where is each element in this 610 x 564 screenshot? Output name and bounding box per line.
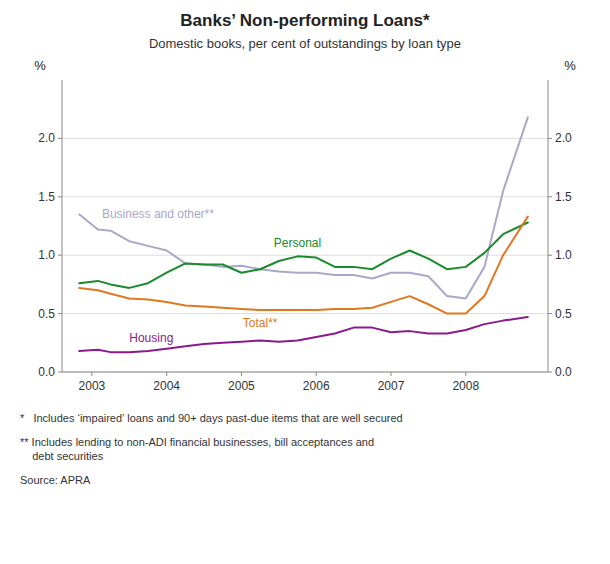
y-tick: [58, 313, 62, 314]
y-tick: [58, 255, 62, 256]
x-tick: [465, 372, 466, 376]
grid-line: [62, 138, 548, 139]
y2-tick-label: 0.0: [555, 365, 572, 379]
x-tick-label: 2005: [228, 379, 255, 393]
series-lines: [79, 117, 528, 352]
y-tick-label: 0.0: [38, 365, 55, 379]
x-tick-label: 2008: [452, 379, 479, 393]
x-tick: [390, 372, 391, 376]
y-axis-line: [62, 80, 63, 372]
series-labels: Business and other** Personal Total** Housi…: [102, 207, 321, 346]
footnote-line: Source: APRA: [20, 474, 91, 486]
y-tick-label: 0.5: [38, 307, 55, 321]
y-tick-label: 2.0: [38, 131, 55, 145]
y2-tick: [548, 313, 552, 314]
footnotes: * Includes ‘impaired’ loans and 90+ days…: [20, 412, 403, 486]
x-tick-label: 2007: [378, 379, 405, 393]
y-tick: [58, 138, 62, 139]
y2-tick: [548, 255, 552, 256]
footnote-line: * Includes ‘impaired’ loans and 90+ days…: [20, 412, 403, 424]
x-tick: [166, 372, 167, 376]
grid: [62, 138, 548, 372]
series-line: [79, 223, 528, 288]
y2-tick: [548, 196, 552, 197]
x-tick-label: 2003: [79, 379, 106, 393]
y2-tick: [548, 138, 552, 139]
footnote: ** Includes lending to non-ADI financial…: [20, 436, 374, 462]
axes: 0.0 0.5 1.0 1.5 2.0 0.0 0.5 1.0 1.5 2.0 2003 2004 20…: [38, 80, 572, 393]
y-tick: [58, 372, 62, 373]
series-label: Housing: [129, 331, 173, 345]
grid-line: [62, 196, 548, 197]
y-tick-label: 1.5: [38, 190, 55, 204]
y2-tick-label: 1.5: [555, 190, 572, 204]
x-tick-label: 2004: [153, 379, 180, 393]
subtitle: Domestic books, per cent of outstandings…: [149, 36, 461, 51]
footnote-line: ** Includes lending to non-ADI financial…: [20, 436, 374, 448]
title: Banks’ Non-performing Loans*: [180, 11, 430, 30]
grid-line: [62, 255, 548, 256]
footnote-line: debt securities: [20, 450, 104, 462]
y-tick: [58, 196, 62, 197]
series-line: [79, 317, 528, 352]
y2-tick: [548, 372, 552, 373]
grid-line: [62, 372, 548, 373]
series-line: [79, 217, 528, 314]
y-tick-label: 1.0: [38, 248, 55, 262]
series-label: Personal: [274, 236, 321, 250]
y-axis-label: %: [34, 58, 46, 73]
y2-tick-label: 0.5: [555, 307, 572, 321]
series-line: [79, 117, 528, 298]
y2-tick-label: 1.0: [555, 248, 572, 262]
x-axis-line: [62, 372, 548, 373]
series-label: Total**: [243, 316, 278, 330]
footnote: Source: APRA: [20, 474, 91, 486]
x-tick: [241, 372, 242, 376]
y2-axis-label: %: [564, 58, 576, 73]
footnote: * Includes ‘impaired’ loans and 90+ days…: [20, 412, 403, 424]
x-tick: [316, 372, 317, 376]
x-tick-label: 2006: [303, 379, 330, 393]
chart: Banks’ Non-performing Loans* Domestic boo…: [0, 0, 610, 564]
series-label: Business and other**: [102, 207, 214, 221]
y2-tick-label: 2.0: [555, 131, 572, 145]
grid-line: [62, 313, 548, 314]
y2-axis-line: [548, 80, 549, 372]
x-tick: [91, 372, 92, 376]
